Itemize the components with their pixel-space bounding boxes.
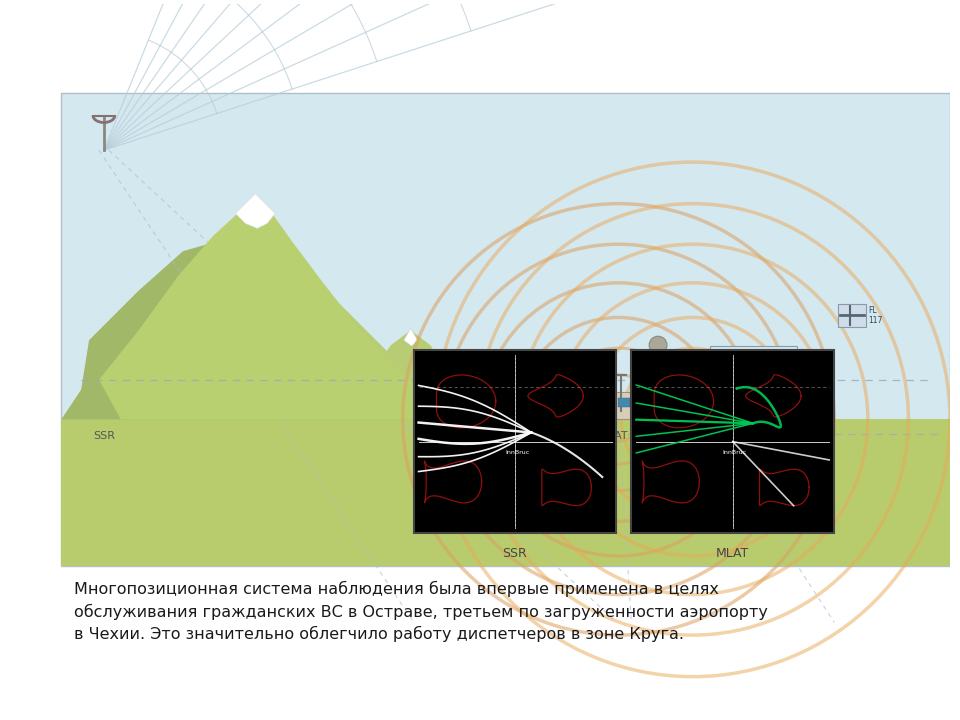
Bar <box>686 397 699 408</box>
Bar <box>632 350 834 534</box>
Text: Многопозиционная система наблюдения была впервые применена в целях
обслуживания : Многопозиционная система наблюдения была… <box>74 580 768 642</box>
Polygon shape <box>99 199 475 419</box>
Text: MLAT: MLAT <box>599 431 629 441</box>
Bar <box>61 93 950 566</box>
Bar <box>709 397 721 408</box>
Text: SSR: SSR <box>93 431 115 441</box>
Bar <box>838 304 866 328</box>
Bar <box>604 392 740 419</box>
Polygon shape <box>61 419 950 566</box>
Polygon shape <box>61 241 455 419</box>
Polygon shape <box>404 328 418 346</box>
Text: MLAT: MLAT <box>678 431 708 441</box>
Text: InnBruc: InnBruc <box>723 449 747 454</box>
Text: FL
117: FL 117 <box>868 305 882 325</box>
Bar <box>414 350 616 534</box>
Polygon shape <box>336 330 485 419</box>
Bar <box>641 397 653 408</box>
Polygon shape <box>61 207 485 419</box>
Text: MLAT: MLAT <box>715 547 749 560</box>
Text: SSR: SSR <box>502 547 527 560</box>
Bar <box>618 397 631 408</box>
Polygon shape <box>235 194 276 228</box>
Bar <box>664 397 676 408</box>
Text: InnBruc: InnBruc <box>505 449 529 454</box>
Text: [ FL60 ]: [ FL60 ] <box>732 368 775 378</box>
Circle shape <box>649 336 667 354</box>
Polygon shape <box>237 204 267 236</box>
